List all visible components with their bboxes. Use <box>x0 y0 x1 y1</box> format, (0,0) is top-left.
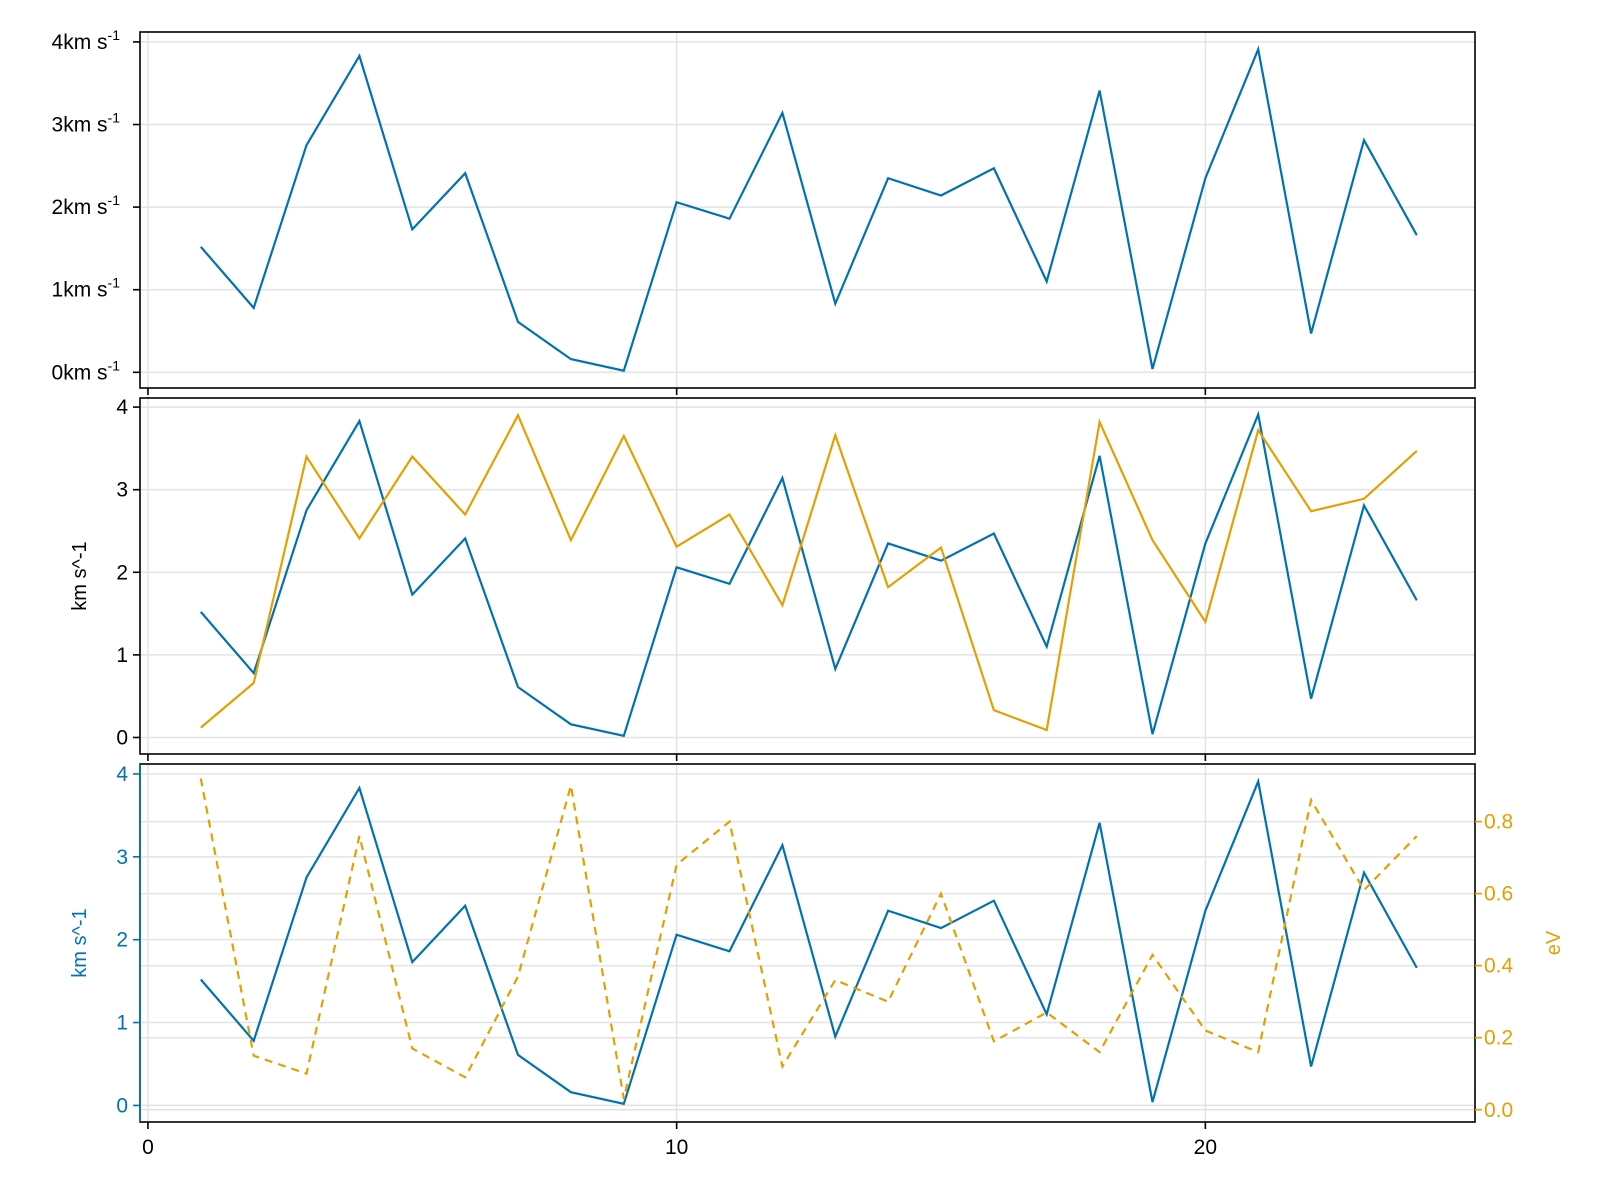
series-line-velocity <box>199 45 1418 372</box>
y-tick-label: 4km s-1 <box>52 27 121 54</box>
y-axis-label-right: eV <box>1543 930 1565 955</box>
y-tick-label: 0 <box>116 1094 128 1117</box>
y-axis-label: km s^-1 <box>69 541 91 610</box>
y-tick-label: 3km s-1 <box>52 110 121 137</box>
y-tick-label: 2 <box>116 929 128 952</box>
series-line-series-1 <box>199 410 1418 738</box>
y-axis-label-left: km s^-1 <box>69 908 91 977</box>
y-tick-label: 2 <box>116 561 128 584</box>
y-tick-label: 1 <box>116 644 128 667</box>
y-tick-label: 4 <box>116 763 128 786</box>
y-tick-label: 3 <box>116 846 128 869</box>
x-tick-label: 10 <box>665 1136 688 1159</box>
panel-bottom: 0 1 2 3 4 0.0 0.2 0.4 0.6 0.8 0 10 20 km s^-1 eV <box>69 763 1565 1159</box>
y-tick-label: 0 <box>116 726 128 749</box>
y-axis-left: 0km s-1 1km s-1 2km s-1 3km s-1 4km s-1 <box>52 27 140 384</box>
x-axis: 0 10 20 <box>142 1122 1217 1159</box>
y-tick-label-right: 0.4 <box>1484 955 1514 978</box>
y-tick-label-right: 0.2 <box>1484 1027 1513 1050</box>
plot-lines <box>199 777 1418 1106</box>
y-tick-label-right: 0.8 <box>1484 811 1513 834</box>
x-tick-label: 20 <box>1194 1136 1217 1159</box>
y-tick-label: 1 <box>116 1012 128 1035</box>
axes-frame <box>139 397 1476 755</box>
y-tick-label: 2km s-1 <box>52 192 121 219</box>
y-tick-label-right: 0.0 <box>1484 1099 1513 1122</box>
x-axis <box>147 754 1207 761</box>
y-tick-label: 1km s-1 <box>52 275 121 302</box>
series-line-series-2 <box>200 412 1418 732</box>
x-axis <box>147 388 1207 395</box>
y-axis-left: 0 1 2 3 4 <box>116 396 140 749</box>
y-tick-label: 0km s-1 <box>52 357 121 384</box>
y-tick-label: 4 <box>116 396 128 419</box>
plot-lines <box>199 410 1418 738</box>
axes-frame <box>139 31 1476 389</box>
y-tick-label: 3 <box>116 479 128 502</box>
panel-middle: 0 1 2 3 4 km s^-1 <box>69 396 1476 761</box>
y-axis-right: 0.0 0.2 0.4 0.6 0.8 <box>1475 811 1514 1122</box>
plot-lines <box>199 45 1418 372</box>
gridlines <box>140 764 1475 1122</box>
panel-top: 0km s-1 1km s-1 2km s-1 3km s-1 4km s-1 <box>52 27 1476 395</box>
x-tick-label: 0 <box>142 1136 154 1159</box>
y-axis-left: 0 1 2 3 4 <box>116 763 140 1117</box>
y-tick-label-right: 0.6 <box>1484 883 1513 906</box>
gridlines <box>140 398 1475 754</box>
series-line-velocity <box>199 777 1418 1106</box>
